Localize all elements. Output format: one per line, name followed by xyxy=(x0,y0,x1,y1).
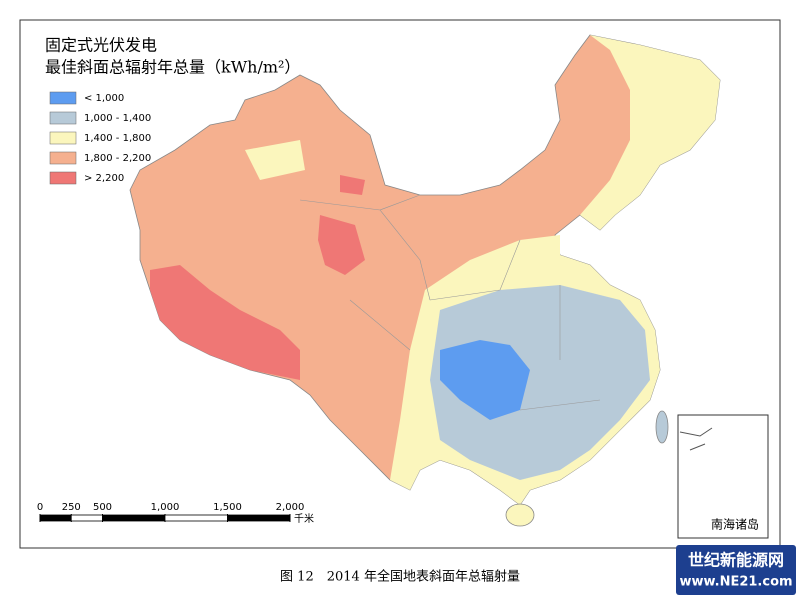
region-yellow-ne xyxy=(580,35,720,230)
caption: 图 12 2014 年全国地表斜面年总辐射量 xyxy=(280,569,520,585)
scale-unit: 千米 xyxy=(294,512,314,525)
scale-label: 500 xyxy=(93,502,112,513)
region-yellow-xj xyxy=(245,140,305,180)
region-lightblue xyxy=(430,285,650,480)
legend-label: 1,000 - 1,400 xyxy=(84,113,151,124)
watermark-box xyxy=(676,545,796,595)
region-red-tibet xyxy=(150,265,300,380)
region-blue xyxy=(440,340,530,420)
scale-segment xyxy=(102,514,166,522)
legend-label: > 2,200 xyxy=(84,173,124,184)
legend-swatch xyxy=(49,111,77,125)
scale-label: 1,000 xyxy=(151,502,180,513)
scale-label: 2,000 xyxy=(276,502,305,513)
legend-label: 1,800 - 2,200 xyxy=(84,153,151,164)
scale-label: 0 xyxy=(37,502,43,513)
china-map xyxy=(129,34,721,527)
legend-swatch xyxy=(49,91,77,105)
province-lines xyxy=(299,194,601,411)
scale-label: 1,500 xyxy=(213,502,242,513)
watermark-name: 世纪新能源网 xyxy=(688,551,784,570)
legend-label: 1,400 - 1,800 xyxy=(84,133,151,144)
legend-swatch xyxy=(49,171,77,185)
scale-segment xyxy=(39,514,72,522)
inset-coast xyxy=(679,427,713,451)
scale-segment xyxy=(227,514,291,522)
legend-label: < 1,000 xyxy=(84,93,124,104)
hainan xyxy=(505,503,535,527)
inset-label: 南海诸岛 xyxy=(711,517,759,532)
legend: < 1,000 1,000 - 1,400 1,400 - 1,800 1,800 -… xyxy=(49,91,151,185)
title-line: 最佳斜面总辐射年总量（kWh/m²） xyxy=(45,58,300,77)
region-red-qinghai xyxy=(318,215,365,275)
title-line: 固定式光伏发电 xyxy=(45,36,157,55)
inset-frame xyxy=(677,414,769,539)
watermark-url: www.NE21.com xyxy=(679,575,792,590)
region-red-xj xyxy=(340,175,365,195)
scale-segment xyxy=(164,514,228,522)
legend-swatch xyxy=(49,131,77,145)
scale-label: 250 xyxy=(62,502,81,513)
legend-swatch xyxy=(49,151,77,165)
taiwan xyxy=(655,410,669,444)
scale-segment xyxy=(70,514,103,522)
